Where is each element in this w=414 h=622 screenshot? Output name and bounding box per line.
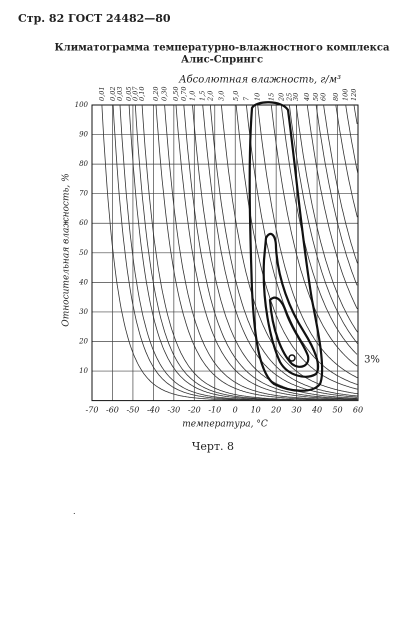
- top-tick-label: 5,0: [232, 91, 240, 101]
- humidity-curve: [335, 105, 358, 218]
- y-tick-label: 30: [79, 308, 88, 316]
- x-tick-label: -60: [106, 406, 119, 415]
- x-tick-label: 30: [292, 406, 302, 415]
- y-tick-label: 40: [78, 278, 88, 286]
- humidity-curve: [164, 105, 358, 401]
- x-tick-label: -50: [126, 406, 139, 415]
- y-tick-label: 10: [79, 367, 88, 375]
- top-tick-label: 1,0: [189, 91, 197, 101]
- x-tick-label: -40: [147, 406, 160, 415]
- top-tick-label: 0,20: [152, 87, 160, 101]
- humidity-curve: [141, 105, 358, 401]
- y-tick-label: 90: [79, 131, 88, 139]
- top-tick-label: 0,30: [161, 87, 169, 101]
- top-tick-label: 50: [312, 93, 320, 101]
- top-tick-label: 0,07: [131, 86, 139, 101]
- top-tick-label: 120: [350, 89, 358, 101]
- plot-frame: [91, 104, 359, 402]
- top-tick-label: 0,03: [116, 87, 124, 101]
- x-tick-label: -10: [208, 406, 221, 415]
- top-tick-label: 0,10: [138, 87, 146, 101]
- x-tick-label: -30: [167, 406, 180, 415]
- humidity-curve: [257, 105, 358, 379]
- humidity-curve: [323, 105, 358, 264]
- y-tick-label: 60: [79, 219, 88, 227]
- humidity-curve: [209, 105, 358, 397]
- top-tick-label: 100: [342, 89, 350, 101]
- humidity-curve: [353, 105, 358, 124]
- y-tick-label: 20: [78, 337, 88, 345]
- y-tick-label: 80: [79, 160, 88, 168]
- contour-middle: [262, 232, 320, 378]
- top-tick-label: 40: [303, 93, 311, 102]
- top-tick-label: 25: [285, 93, 293, 102]
- humidity-curve: [192, 105, 358, 399]
- figure-subtitle: Алис-Спрингс: [181, 55, 263, 66]
- y-axis-label: Относительная влажность, %: [62, 173, 72, 326]
- annotation: 3%: [364, 355, 380, 366]
- humidity-curve: [183, 105, 358, 400]
- humidity-curve: [289, 105, 358, 345]
- top-tick-label: 0,70: [180, 87, 188, 101]
- x-tick-label: 40: [311, 406, 322, 415]
- humidity-curve: [175, 105, 358, 400]
- humidity-curve: [246, 105, 358, 386]
- y-tick-label: 100: [75, 101, 89, 109]
- x-tick-label: 0: [233, 406, 238, 415]
- top-tick-label: 20: [277, 93, 285, 102]
- speck: .: [73, 507, 76, 516]
- top-tick-label: 0,01: [98, 87, 106, 101]
- x-tick-label: 20: [270, 406, 281, 415]
- x-tick-label: -70: [86, 406, 99, 415]
- y-tick-label: 70: [79, 190, 88, 198]
- contour-inner: [268, 296, 310, 368]
- top-tick-label: 1,5: [199, 91, 207, 101]
- humidity-curve: [155, 105, 358, 401]
- top-axis-label: Абсолютная влажность, г/м³: [178, 75, 341, 86]
- x-tick-label: 50: [332, 406, 342, 415]
- top-tick-label: 0,05: [125, 87, 133, 101]
- caption: Черт. 8: [192, 440, 234, 453]
- x-axis-label: температура, °С: [182, 420, 268, 430]
- humidity-curve: [202, 105, 358, 398]
- x-tick-label: 60: [353, 406, 363, 415]
- top-tick-label: 7: [242, 96, 250, 101]
- top-tick-label: 0,02: [109, 87, 117, 101]
- page-header: Стр. 82 ГОСТ 24482—80: [18, 12, 171, 25]
- humidity-curve: [235, 105, 358, 390]
- top-tick-label: 60: [320, 93, 328, 101]
- humidity-curve: [315, 105, 358, 286]
- top-tick-label: 0,50: [172, 87, 180, 101]
- humidity-curve: [280, 105, 358, 355]
- top-tick-label: 15: [267, 93, 275, 101]
- top-tick-label: 3,0: [217, 91, 225, 101]
- top-tick-label: 30: [292, 93, 300, 101]
- marker: [288, 354, 296, 362]
- top-tick-label: 80: [332, 93, 340, 101]
- humidity-curve: [270, 105, 358, 367]
- contour-outer: [248, 101, 324, 392]
- top-tick-label: 2,0: [206, 91, 214, 102]
- humidity-curve: [306, 105, 358, 310]
- y-tick-label: 50: [79, 249, 88, 257]
- humidity-curve: [221, 105, 358, 395]
- x-tick-label: -20: [188, 406, 201, 415]
- top-tick-label: 10: [254, 93, 262, 101]
- humidity-curve: [345, 105, 358, 175]
- humidity-curve: [295, 105, 358, 333]
- figure-title: Климатограмма температурно-влажностного …: [55, 43, 390, 54]
- x-tick-label: 10: [251, 406, 261, 415]
